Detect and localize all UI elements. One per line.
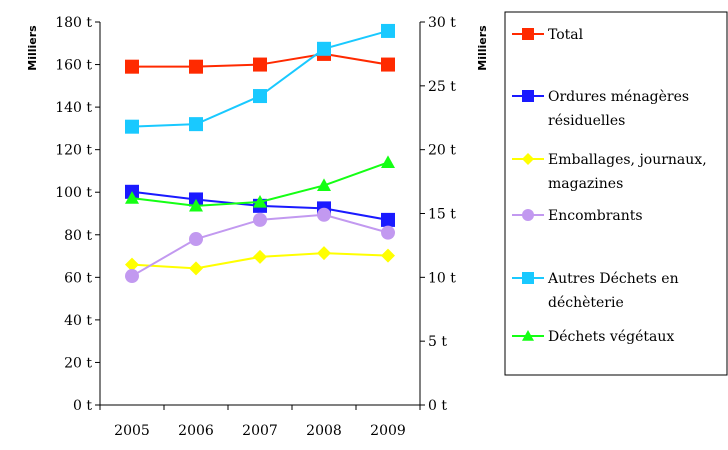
data-point-emballages-journaux-magazines [189,261,203,276]
x-tick-label: 2009 [370,423,406,439]
legend-label-dechets-vegetaux: Déchets végétaux [548,329,674,345]
left-tick-label: 160 t [55,58,92,74]
left-tick-label: 120 t [55,143,92,159]
legend-label-emballages-journaux-magazines: magazines [548,176,623,192]
right-tick-label: 0 t [428,398,447,414]
right-axis-unit-label: Milliers [476,25,489,71]
data-point-autres-dechets-en-decheterie [317,41,331,56]
legend-marker-total [522,28,534,40]
legend-label-encombrants: Encombrants [548,208,643,224]
left-tick-label: 100 t [55,185,92,201]
legend-marker-dechets-vegetaux [522,330,534,341]
legend-label-emballages-journaux-magazines: Emballages, journaux, [548,152,707,168]
left-tick-label: 140 t [55,100,92,116]
x-tick-label: 2006 [178,423,214,439]
data-point-total [125,59,139,74]
data-point-autres-dechets-en-decheterie [189,117,203,132]
series-line-autres-dechets-en-decheterie [131,29,389,128]
data-point-autres-dechets-en-decheterie [253,89,267,104]
x-tick-label: 2007 [242,423,278,439]
left-tick-label: 40 t [64,313,92,329]
data-point-dechets-vegetaux [317,178,331,192]
data-point-total [381,57,395,72]
legend-label-total: Total [548,27,584,43]
data-point-total [189,59,203,74]
legend-label-ordures-menageres-residuelles: résiduelles [548,113,625,129]
left-axis-unit-label: Milliers [26,25,39,71]
legend-marker-emballages-journaux-magazines [522,153,534,165]
right-tick-label: 30 t [428,15,456,31]
left-tick-label: 80 t [64,228,92,244]
data-point-total [253,57,267,72]
legend-box [504,11,728,376]
right-tick-label: 15 t [428,207,456,223]
data-point-ordures-menageres-residuelles [381,212,395,227]
left-tick-label: 180 t [55,15,92,31]
data-point-dechets-vegetaux [189,198,203,212]
left-tick-label: 0 t [73,398,92,414]
left-tick-label: 20 t [64,355,92,371]
data-point-emballages-journaux-magazines [317,246,331,261]
data-point-emballages-journaux-magazines [381,248,395,263]
data-point-dechets-vegetaux [253,195,267,208]
left-tick-label: 60 t [64,270,92,286]
right-tick-label: 10 t [428,270,456,286]
data-point-encombrants [317,207,331,222]
x-tick-label: 2008 [306,423,342,439]
right-tick-label: 5 t [428,334,447,350]
data-point-encombrants [189,232,203,247]
data-point-autres-dechets-en-decheterie [381,23,395,38]
legend-marker-autres-dechets-en-decheterie [522,272,534,284]
legend-label-ordures-menageres-residuelles: Ordures ménagères [548,89,689,105]
legend-label-autres-dechets-en-decheterie: déchèterie [548,295,624,311]
data-point-dechets-vegetaux [125,191,139,204]
data-point-emballages-journaux-magazines [253,249,267,264]
data-point-encombrants [381,225,395,240]
right-tick-label: 20 t [428,143,456,159]
legend-marker-ordures-menageres-residuelles [522,90,534,102]
x-tick-label: 2005 [114,423,150,439]
data-point-encombrants [125,269,139,284]
legend-label-autres-dechets-en-decheterie: Autres Déchets en [547,271,679,287]
data-point-emballages-journaux-magazines [125,257,139,272]
right-tick-label: 25 t [428,79,456,95]
data-point-encombrants [253,212,267,227]
data-point-dechets-vegetaux [381,155,395,169]
legend-marker-encombrants [522,209,534,221]
data-point-autres-dechets-en-decheterie [125,119,139,134]
